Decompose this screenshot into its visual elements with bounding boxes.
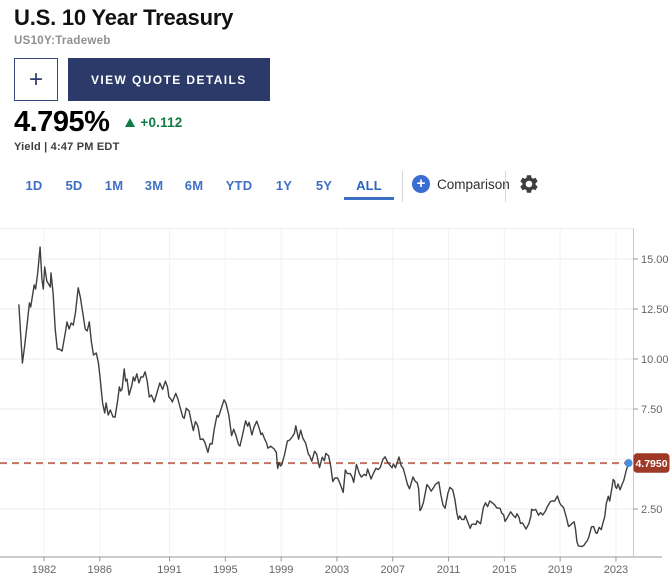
quote-meta: Yield | 4:47 PM EDT xyxy=(14,141,120,153)
svg-text:2007: 2007 xyxy=(381,564,405,576)
svg-text:1999: 1999 xyxy=(269,564,293,576)
comparison-button[interactable]: + Comparison xyxy=(412,175,510,193)
series-line xyxy=(18,246,630,548)
last-price-dot xyxy=(624,459,633,468)
range-tab-1m[interactable]: 1M xyxy=(94,174,134,200)
price-history-chart[interactable]: 15.00 12.50 10.00 7.50 2.50 1982 1986 1991 1995 1… xyxy=(0,225,670,583)
quote-row: 4.795% +0.112 xyxy=(14,106,182,139)
toolbar-divider xyxy=(505,171,506,202)
symbol-label: US10Y:Tradeweb xyxy=(14,35,111,47)
gear-icon xyxy=(520,175,538,193)
svg-text:10.00: 10.00 xyxy=(641,354,669,366)
view-quote-details-button[interactable]: VIEW QUOTE DETAILS xyxy=(68,58,270,101)
toolbar-divider xyxy=(402,171,403,202)
svg-text:1982: 1982 xyxy=(32,564,56,576)
price-change: +0.112 xyxy=(140,115,183,130)
svg-text:2023: 2023 xyxy=(604,564,628,576)
settings-button[interactable] xyxy=(518,173,540,198)
range-tab-5y[interactable]: 5Y xyxy=(304,174,344,200)
plus-icon: + xyxy=(28,65,43,93)
svg-text:2003: 2003 xyxy=(325,564,349,576)
comparison-label: Comparison xyxy=(437,176,510,192)
svg-text:1995: 1995 xyxy=(213,564,237,576)
svg-text:15.00: 15.00 xyxy=(641,254,669,266)
current-value-label: 4.7950 xyxy=(635,458,667,470)
add-to-watchlist-button[interactable]: + xyxy=(14,58,58,101)
svg-text:2011: 2011 xyxy=(437,564,461,576)
comparison-plus-icon: + xyxy=(412,175,430,193)
svg-text:7.50: 7.50 xyxy=(641,404,662,416)
svg-text:2015: 2015 xyxy=(492,564,516,576)
svg-text:12.50: 12.50 xyxy=(641,304,669,316)
svg-text:2019: 2019 xyxy=(548,564,572,576)
range-tab-5d[interactable]: 5D xyxy=(54,174,94,200)
range-tab-1d[interactable]: 1D xyxy=(14,174,54,200)
chart-gridlines xyxy=(0,228,634,557)
chart-toolbar: 1D 5D 1M 3M 6M YTD 1Y 5Y ALL + Comparison xyxy=(0,171,670,203)
up-arrow-icon xyxy=(125,118,136,127)
axis-labels: 15.00 12.50 10.00 7.50 2.50 1982 1986 1991 1995 1… xyxy=(32,254,669,576)
current-price: 4.795% xyxy=(14,106,110,138)
svg-text:1991: 1991 xyxy=(157,564,181,576)
current-value-badge: 4.7950 xyxy=(624,453,670,473)
svg-text:1986: 1986 xyxy=(88,564,112,576)
range-tabs: 1D 5D 1M 3M 6M YTD 1Y 5Y ALL xyxy=(14,174,394,200)
svg-text:2.50: 2.50 xyxy=(641,504,662,516)
range-tab-ytd[interactable]: YTD xyxy=(214,174,264,200)
page-title: U.S. 10 Year Treasury xyxy=(14,5,234,30)
range-tab-3m[interactable]: 3M xyxy=(134,174,174,200)
range-tab-all[interactable]: ALL xyxy=(344,174,394,200)
range-tab-1y[interactable]: 1Y xyxy=(264,174,304,200)
range-tab-6m[interactable]: 6M xyxy=(174,174,214,200)
